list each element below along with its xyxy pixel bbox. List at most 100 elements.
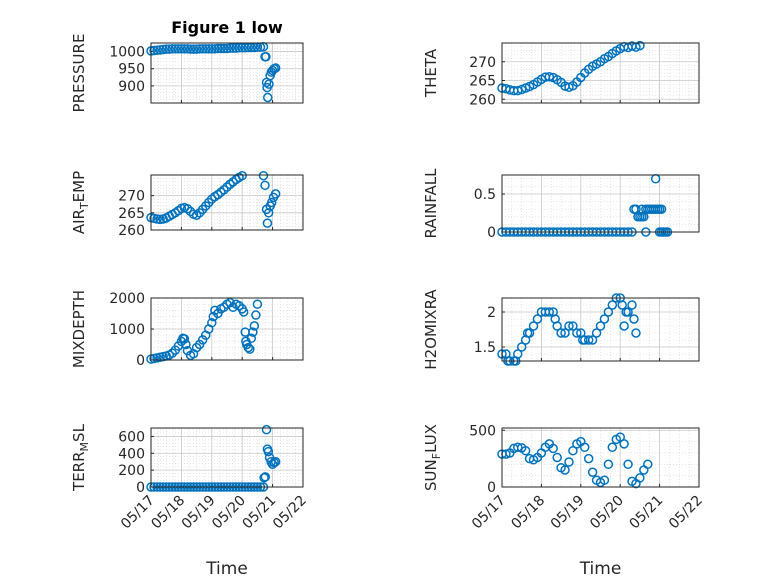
data-point <box>623 459 633 470</box>
data-point <box>595 321 606 331</box>
x-tick-label: 05/17 <box>118 493 158 533</box>
y-axis-label: THETA <box>422 48 440 98</box>
data-point <box>179 44 190 54</box>
data-point <box>246 333 257 344</box>
data-point <box>219 43 229 54</box>
axes-box <box>150 174 304 231</box>
data-point <box>149 45 159 56</box>
data-point <box>564 321 574 331</box>
axes-box <box>150 42 304 104</box>
data-point <box>197 44 208 54</box>
data-point <box>194 44 205 54</box>
data-point <box>219 302 229 313</box>
y-tick-label: 260 <box>118 223 145 239</box>
data-point <box>260 180 270 191</box>
data-point <box>213 43 223 54</box>
data-point <box>587 467 598 477</box>
y-tick-label: 0 <box>487 480 496 496</box>
y-axis-label: RAINFALL <box>422 168 440 239</box>
data-point <box>513 349 523 359</box>
data-point <box>188 44 199 54</box>
y-tick-label: 270 <box>118 189 145 205</box>
x-tick-label: 05/19 <box>548 493 588 533</box>
data-point <box>587 335 598 345</box>
data-point <box>167 44 178 54</box>
y-tick-label: 1000 <box>109 45 145 61</box>
data-point <box>568 445 578 456</box>
data-point <box>248 327 258 337</box>
data-point <box>155 45 165 55</box>
data-point <box>181 339 191 350</box>
data-point <box>603 459 614 470</box>
data-point <box>631 328 641 338</box>
y-tick-label: 2 <box>487 305 496 321</box>
y-tick-label: 200 <box>118 463 145 479</box>
data-point <box>603 307 614 317</box>
data-point <box>191 44 202 54</box>
x-axis-label: Time <box>205 559 248 579</box>
data-point <box>240 43 250 53</box>
y-tick-label: 900 <box>118 79 145 95</box>
data-point <box>182 203 193 214</box>
data-point <box>656 204 667 214</box>
data-point <box>164 44 174 54</box>
data-point <box>263 446 274 457</box>
data-point <box>564 457 574 467</box>
data-point <box>231 43 241 53</box>
subplot-2: 260 265 270 THETA <box>422 40 700 108</box>
data-point <box>270 63 281 73</box>
y-axis-label: MIXDEPTH <box>70 290 88 368</box>
data-point <box>619 439 629 449</box>
data-point <box>237 170 247 181</box>
data-point <box>572 328 582 338</box>
data-point <box>262 218 273 228</box>
y-tick-label: 0 <box>136 480 145 496</box>
data-point <box>544 72 555 82</box>
y-tick-label: 265 <box>469 74 496 90</box>
data-point <box>607 442 618 453</box>
data-point <box>158 44 168 55</box>
y-tick-label: 265 <box>118 206 145 222</box>
data-point <box>179 334 190 344</box>
data-point <box>161 44 171 54</box>
y-axis-label: PRESSURE <box>70 34 88 113</box>
data-point <box>210 305 220 316</box>
y-tick-label: 0 <box>136 353 145 369</box>
data-point <box>607 300 618 310</box>
data-point <box>556 328 566 338</box>
data-point <box>238 307 249 317</box>
data-point <box>552 321 562 331</box>
y-axis-label: AIRTEMP <box>70 171 91 234</box>
data-point <box>173 44 184 54</box>
y-axis-label: SUNFLUX <box>422 424 443 491</box>
y-tick-label: 1.5 <box>474 340 496 356</box>
subplot-4: 0 0.5 RAINFALL <box>422 168 700 241</box>
data-point <box>207 44 217 54</box>
subplot-8: 05/17 05/18 05/19 05/20 05/21 05/22 0 500 SUNFLU… <box>422 423 706 579</box>
x-tick-label: 05/19 <box>179 493 219 533</box>
x-tick-label: 05/21 <box>627 493 667 533</box>
axes-box <box>150 427 304 488</box>
data-point <box>637 204 647 214</box>
axes-box <box>150 297 304 361</box>
data-point <box>627 300 637 310</box>
data-point <box>170 44 181 54</box>
x-tick-label: 05/20 <box>587 493 627 533</box>
data-point <box>513 442 523 453</box>
data-point <box>579 442 590 453</box>
data-point <box>270 189 281 199</box>
data-point <box>270 456 281 467</box>
y-tick-label: 260 <box>469 92 496 108</box>
data-point <box>176 44 187 54</box>
data-point <box>152 45 162 55</box>
data-point <box>249 321 260 331</box>
figure-title: Figure 1 low <box>171 18 283 37</box>
data-point <box>234 43 244 53</box>
data-point <box>204 44 214 54</box>
y-tick-label: 0.5 <box>474 187 496 203</box>
y-tick-label: 500 <box>469 423 496 439</box>
